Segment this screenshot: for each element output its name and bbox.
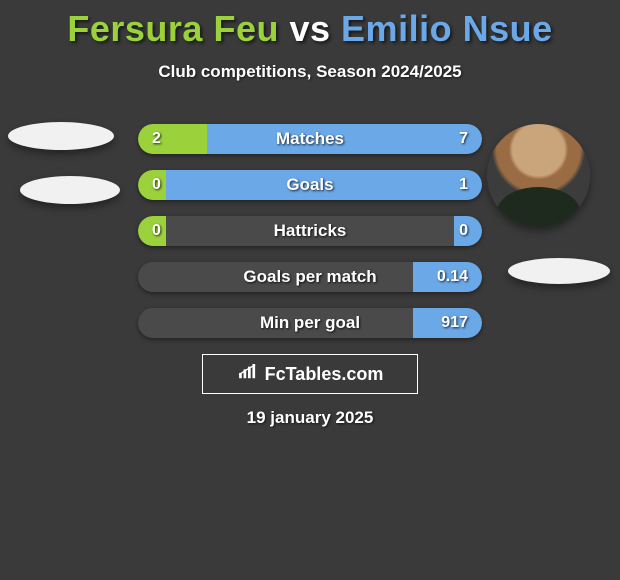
watermark-box: FcTables.com <box>202 354 418 394</box>
title-player2: Emilio Nsue <box>341 8 553 49</box>
stat-value-left <box>138 308 166 338</box>
comparison-title: Fersura Feu vs Emilio Nsue <box>0 0 620 50</box>
stat-fill-right <box>413 262 482 292</box>
stat-fill-right <box>166 170 482 200</box>
stat-fill-right <box>454 216 482 246</box>
player2-avatar <box>487 124 590 227</box>
subtitle: Club competitions, Season 2024/2025 <box>0 62 620 82</box>
player2-name-pill <box>508 258 610 284</box>
title-vs: vs <box>289 8 330 49</box>
stat-row: 0.14Goals per match <box>138 262 482 292</box>
stats-panel: 27Matches 01Goals 00Hattricks 0.14Goals per… <box>138 124 482 354</box>
stat-value-left <box>138 262 166 292</box>
stat-row: 27Matches <box>138 124 482 154</box>
stat-fill-left <box>138 216 166 246</box>
stat-row: 917Min per goal <box>138 308 482 338</box>
stat-fill-left <box>138 124 207 154</box>
stat-row: 00Hattricks <box>138 216 482 246</box>
stat-fill-left <box>138 170 166 200</box>
title-player1: Fersura Feu <box>67 8 279 49</box>
stat-row: 01Goals <box>138 170 482 200</box>
player1-pill-1 <box>20 176 120 204</box>
stat-fill-right <box>413 308 482 338</box>
bar-chart-icon <box>237 364 259 385</box>
snapshot-date: 19 january 2025 <box>0 408 620 428</box>
stat-fill-right <box>207 124 482 154</box>
watermark-text: FcTables.com <box>265 364 384 385</box>
stat-label: Hattricks <box>138 216 482 246</box>
player1-pill-0 <box>8 122 114 150</box>
